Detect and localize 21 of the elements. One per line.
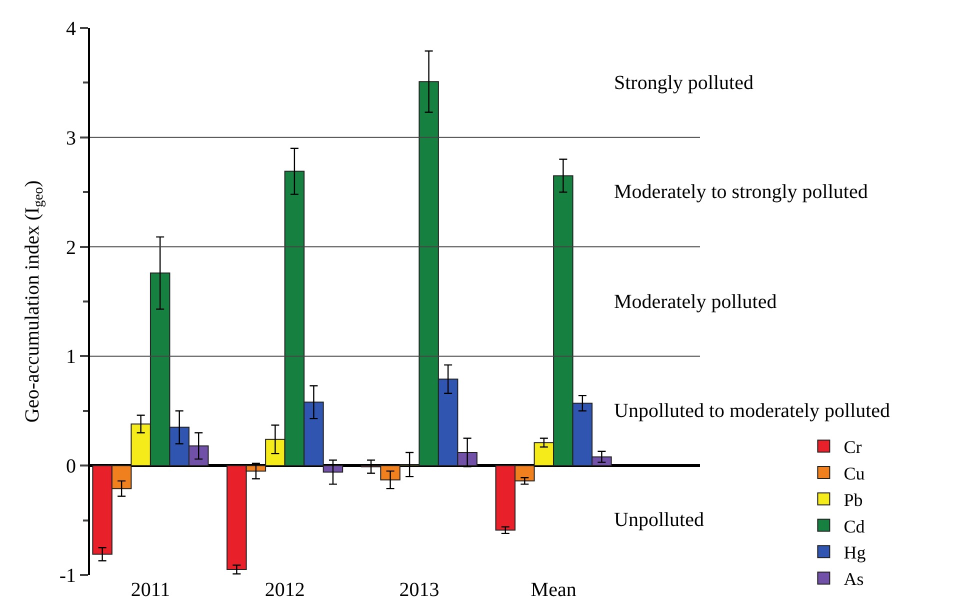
y-tick-label: 2 — [66, 236, 76, 259]
y-tick-label: 4 — [66, 18, 76, 40]
x-tick-label: Mean — [530, 579, 576, 601]
annotation: Strongly polluted — [614, 72, 754, 94]
x-tick-label: 2011 — [130, 579, 170, 601]
annotation: Moderately polluted — [614, 291, 777, 313]
legend-label: Cd — [844, 516, 865, 536]
annotation: Unpolluted to moderately polluted — [614, 400, 890, 422]
annotation: Unpolluted — [614, 509, 704, 531]
legend-label: Cu — [844, 464, 865, 484]
y-tick-label: 3 — [66, 127, 76, 150]
y-tick-label: 0 — [66, 456, 76, 478]
y-tick-label: -1 — [59, 565, 76, 587]
legend-label: Pb — [844, 490, 863, 510]
legend-label: Cr — [844, 437, 862, 458]
legend-label: As — [844, 569, 864, 590]
legend-label: Hg — [844, 542, 866, 563]
x-tick-label: 2013 — [399, 579, 440, 601]
y-tick-label: 1 — [66, 346, 76, 368]
annotation: Moderately to strongly polluted — [614, 181, 868, 203]
x-tick-label: 2012 — [264, 579, 305, 601]
